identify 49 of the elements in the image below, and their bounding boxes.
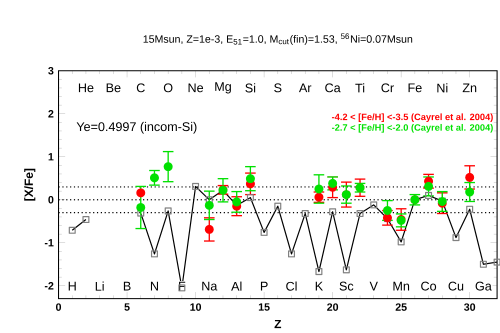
x-tick-label: 30 — [464, 304, 476, 312]
annotation: Co — [421, 282, 436, 291]
x-tick-label: 5 — [124, 304, 130, 311]
annotation: Fe — [408, 84, 422, 92]
annotation: Zn — [462, 84, 476, 92]
x-tick-label: 15 — [258, 304, 270, 311]
annotation: Ne — [188, 84, 204, 92]
annotation: Li — [96, 282, 104, 291]
annotation: Ni — [437, 84, 448, 93]
annotation: B — [124, 282, 131, 291]
annotation: S — [274, 84, 282, 93]
y-tick-label: -2 — [44, 282, 54, 290]
annotation: He — [78, 84, 94, 92]
chart-title: 15Msun, Z=1e-3, E$_{51}$=1.0, M$_{cut}$(fin)=1.53, $^{56}$Ni=0.07Msun — [144, 34, 412, 46]
annotation: Ca — [325, 84, 341, 93]
annotation: Ti — [355, 84, 364, 93]
annotation: Mg — [215, 82, 231, 94]
annotation: Na — [202, 282, 218, 291]
annotation: Al — [231, 282, 242, 291]
annotation: Cl — [286, 282, 297, 291]
annotation: N — [150, 282, 158, 291]
x-tick-label: 10 — [190, 304, 202, 312]
annotation: Ar — [298, 84, 312, 92]
x-tick-label: 0 — [56, 304, 62, 312]
text: -2.7 < [Fe/H] <-2.0 (Cayrel et al. 2004) — [332, 124, 493, 133]
annotation: Cu — [448, 282, 464, 291]
y-tick-label: 1 — [48, 153, 54, 161]
y-tick-label: 2 — [48, 110, 54, 118]
y-axis-title: [X/Fe] — [24, 169, 36, 201]
x-tick-label: 25 — [396, 304, 407, 312]
y-tick-label: 0 — [48, 196, 54, 204]
annotation: Cr — [381, 84, 394, 93]
annotation: Mn — [393, 282, 410, 291]
annotation: Si — [245, 83, 256, 93]
text: -4.2 < [Fe/H] <-3.5 (Cayrel et al. 2004) — [332, 114, 493, 122]
annotation: V — [370, 282, 378, 291]
annotation: Ye=0.4997 (incom-Si) — [76, 122, 196, 134]
annotation: P — [260, 282, 268, 291]
x-tick-label: 20 — [327, 304, 338, 312]
annotation: H — [68, 282, 76, 291]
annotation: Sc — [340, 282, 354, 291]
y-tick-label: 3 — [48, 67, 54, 75]
annotation: O — [164, 84, 172, 93]
annotation: C — [136, 84, 145, 93]
x-axis-title: Z — [274, 320, 282, 328]
annotation: Be — [106, 84, 120, 92]
annotation: K — [316, 282, 323, 291]
y-tick-label: -1 — [44, 239, 54, 247]
annotation: Ga — [476, 282, 492, 291]
